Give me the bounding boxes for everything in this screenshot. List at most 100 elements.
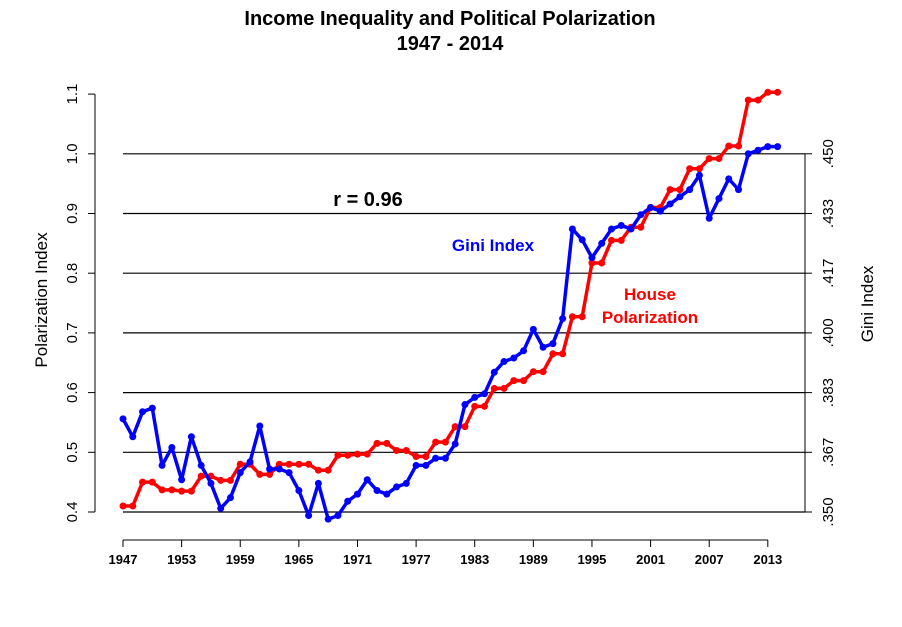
data-point xyxy=(461,423,469,431)
data-point xyxy=(637,223,645,231)
data-point xyxy=(647,204,655,212)
data-point xyxy=(119,502,127,510)
data-point xyxy=(676,186,684,194)
data-point xyxy=(598,259,606,267)
data-point xyxy=(226,494,234,502)
data-point xyxy=(266,470,274,478)
data-point xyxy=(578,236,586,244)
y-tick-label: 1.0 xyxy=(64,143,81,164)
data-point xyxy=(549,340,557,348)
data-point xyxy=(119,415,127,423)
data-point xyxy=(353,450,361,458)
data-point xyxy=(441,438,449,446)
data-point xyxy=(178,487,186,495)
data-point xyxy=(158,486,166,494)
data-point xyxy=(510,354,518,362)
data-point xyxy=(383,490,391,498)
legend-gini: Gini Index xyxy=(452,236,535,255)
data-point xyxy=(686,165,694,173)
data-point xyxy=(344,451,352,459)
data-point xyxy=(295,487,303,495)
data-point xyxy=(735,186,743,194)
data-point xyxy=(608,236,615,244)
data-point xyxy=(451,423,459,431)
data-point xyxy=(266,465,274,473)
data-point xyxy=(725,175,733,183)
data-point xyxy=(197,461,205,469)
data-point xyxy=(256,422,264,430)
x-tick-label: 1965 xyxy=(284,552,313,567)
data-point xyxy=(314,466,322,474)
data-point xyxy=(705,214,713,222)
data-point xyxy=(598,239,606,247)
x-tick-label: 1989 xyxy=(519,552,548,567)
data-point xyxy=(353,490,361,498)
data-point xyxy=(285,469,293,477)
data-point xyxy=(217,504,225,512)
y-tick-label: 0.6 xyxy=(64,382,81,403)
data-point xyxy=(451,440,459,448)
data-point xyxy=(344,497,352,505)
data-point xyxy=(676,193,684,201)
data-point xyxy=(412,461,420,469)
y-tick-label: 0.5 xyxy=(64,442,81,463)
data-point xyxy=(500,384,508,392)
data-point xyxy=(148,478,156,486)
data-point xyxy=(305,460,313,468)
data-point xyxy=(608,225,615,233)
data-point xyxy=(422,452,430,460)
y2-tick-label: .350 xyxy=(820,497,837,526)
data-point xyxy=(334,512,342,520)
data-point xyxy=(383,439,391,447)
data-point xyxy=(559,315,567,323)
data-point xyxy=(559,350,567,358)
data-point xyxy=(226,476,234,484)
x-tick-label: 1995 xyxy=(577,552,606,567)
data-point xyxy=(217,476,225,484)
data-point xyxy=(275,465,283,473)
data-point xyxy=(285,460,293,468)
data-point xyxy=(539,343,547,351)
data-point xyxy=(529,325,537,333)
data-point xyxy=(666,186,674,194)
data-point xyxy=(363,476,371,484)
correlation-annotation: r = 0.96 xyxy=(333,189,403,211)
data-point xyxy=(539,368,547,376)
data-point xyxy=(568,313,576,321)
data-point xyxy=(715,155,723,163)
data-point xyxy=(471,393,479,401)
chart-subtitle: 1947 - 2014 xyxy=(397,33,505,55)
y-tick-label: 0.7 xyxy=(64,322,81,343)
data-point xyxy=(129,502,137,510)
data-point xyxy=(686,186,694,194)
data-point xyxy=(422,461,430,469)
data-point xyxy=(520,347,528,355)
data-point xyxy=(129,433,137,441)
data-point xyxy=(510,377,518,385)
data-point xyxy=(480,402,488,410)
data-point xyxy=(480,390,488,398)
data-point xyxy=(637,211,645,219)
data-point xyxy=(168,444,176,452)
data-point xyxy=(774,143,782,151)
data-point xyxy=(754,96,762,104)
y2-tick-label: .450 xyxy=(820,139,837,168)
data-point xyxy=(207,479,215,487)
data-point xyxy=(373,487,381,495)
data-point xyxy=(324,515,332,523)
y2-tick-label: .367 xyxy=(820,438,837,467)
data-point xyxy=(334,451,342,459)
data-point xyxy=(432,438,440,446)
data-point xyxy=(549,350,557,358)
data-point xyxy=(588,259,596,267)
y2-tick-label: .400 xyxy=(820,318,837,347)
y-axis-label: Polarization Index xyxy=(32,232,51,368)
data-point xyxy=(178,476,186,484)
data-point xyxy=(461,401,469,409)
x-tick-label: 1953 xyxy=(167,552,196,567)
x-tick-label: 2013 xyxy=(753,552,782,567)
data-point xyxy=(588,254,596,262)
data-point xyxy=(695,171,703,179)
data-point xyxy=(471,402,479,410)
